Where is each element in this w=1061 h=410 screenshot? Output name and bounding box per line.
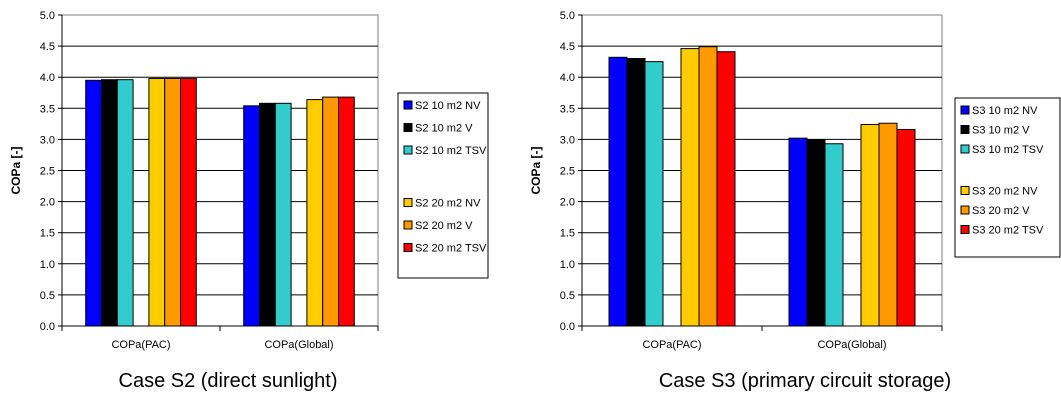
legend-label: S3 10 m2 TSV (972, 144, 1044, 156)
bar-s2-10-m2-nv-0 (85, 79, 102, 327)
legend-label: S2 10 m2 TSV (415, 145, 487, 157)
legend-label: S2 20 m2 NV (415, 198, 481, 210)
y-tick-label: 2.5 (40, 166, 55, 178)
legend-swatch (960, 205, 970, 215)
legend-swatch (960, 186, 970, 195)
bar-s2-10-m2-nv-1 (243, 105, 260, 327)
bar-s3-10-m2-nv-0 (608, 56, 628, 327)
bar-s2-20-m2-v-0 (164, 77, 181, 327)
y-tick-label: 1.5 (40, 228, 55, 240)
legend-box (397, 92, 489, 279)
y-tick-label: 3.5 (40, 103, 55, 115)
y-tick-label: 1.0 (560, 259, 575, 271)
x-tick-label: COPa(PAC) (642, 339, 701, 351)
legend-swatch (960, 144, 970, 154)
y-tick-label: 4.0 (560, 72, 575, 84)
y-axis-label: COPa [-] (529, 146, 543, 194)
x-tick-label: COPa(Global) (817, 339, 886, 351)
x-tick-label: COPa(Global) (264, 339, 333, 351)
chart-case-s3: 0.0 0.5 1.0 1.5 2.0 2.5 3.0 3.5 4.0 4.5 5.0 COPa [-… (529, 10, 1061, 392)
legend-swatch (403, 198, 413, 207)
y-tick-label: 2.0 (40, 197, 55, 209)
bar-s2-20-m2-v-1 (322, 96, 340, 327)
bar-s2-20-m2-nv-1 (306, 99, 324, 327)
y-tick-label: 5.0 (40, 10, 55, 22)
bar-s3-20-m2-v-1 (878, 122, 898, 327)
legend-label: S2 20 m2 V (415, 220, 473, 232)
bar-s2-10-m2-v-0 (101, 79, 118, 327)
legend-box (954, 97, 1061, 258)
legend-swatch (403, 243, 413, 252)
y-tick-label: 5.0 (560, 10, 575, 22)
bar-s3-20-m2-nv-1 (860, 123, 880, 327)
legend-swatch (403, 123, 413, 132)
y-tick-label: 4.5 (40, 41, 55, 53)
bar-s2-10-m2-v-1 (259, 102, 276, 327)
y-tick-label: 0.0 (560, 321, 575, 333)
bar-s3-20-m2-tsv-0 (716, 51, 736, 327)
y-tick-label: 4.0 (40, 72, 55, 84)
bar-s2-20-m2-nv-0 (148, 77, 166, 327)
chart-caption: Case S2 (direct sunlight) (119, 370, 338, 392)
legend-swatch (403, 220, 413, 230)
y-tick-label: 4.5 (560, 41, 575, 53)
bar-s3-20-m2-tsv-1 (896, 128, 916, 327)
y-tick-label: 3.0 (40, 134, 55, 146)
y-tick-label: 2.0 (560, 197, 575, 209)
bar-s2-20-m2-tsv-1 (338, 96, 355, 327)
legend-label: S2 10 m2 V (415, 123, 473, 135)
y-axis-label: COPa [-] (9, 146, 23, 194)
y-tick-label: 2.5 (560, 166, 575, 178)
bar-s2-10-m2-tsv-0 (116, 79, 134, 327)
bar-s3-20-m2-nv-0 (680, 48, 700, 327)
legend-label: S3 10 m2 NV (972, 105, 1038, 117)
y-tick-label: 1.5 (560, 228, 575, 240)
chart-case-s2: 0.0 0.5 1.0 1.5 2.0 2.5 3.0 3.5 4.0 4.5 5.0 COPa [-… (9, 10, 489, 392)
legend-label: S2 20 m2 TSV (415, 243, 487, 255)
bar-s3-10-m2-v-0 (626, 58, 646, 327)
y-tick-label: 1.0 (40, 259, 55, 271)
legend-swatch (960, 105, 970, 115)
bar-s3-10-m2-v-1 (806, 139, 826, 327)
bar-s3-10-m2-tsv-1 (824, 143, 844, 327)
legend-label: S3 20 m2 TSV (972, 225, 1044, 237)
y-tick-label: 0.5 (560, 290, 575, 302)
bar-s2-10-m2-tsv-1 (274, 102, 292, 327)
legend-swatch (403, 145, 413, 155)
chart-caption: Case S3 (primary circuit storage) (659, 370, 951, 392)
bar-s2-20-m2-tsv-0 (180, 77, 197, 327)
y-tick-label: 0.5 (40, 290, 55, 302)
legend-label: S3 20 m2 NV (972, 186, 1038, 198)
bar-s3-10-m2-tsv-0 (644, 61, 664, 327)
legend-swatch (960, 225, 970, 234)
legend-label: S3 10 m2 V (972, 125, 1030, 137)
y-tick-label: 3.0 (560, 134, 575, 146)
bar-s3-20-m2-v-0 (698, 46, 718, 327)
legend-swatch (960, 125, 970, 134)
legend-label: S2 10 m2 NV (415, 100, 481, 112)
y-tick-label: 3.5 (560, 103, 575, 115)
legend-swatch (403, 100, 413, 110)
y-tick-label: 0.0 (40, 321, 55, 333)
bar-s3-10-m2-nv-1 (788, 137, 808, 327)
x-tick-label: COPa(PAC) (111, 339, 170, 351)
legend-label: S3 20 m2 V (972, 205, 1030, 217)
